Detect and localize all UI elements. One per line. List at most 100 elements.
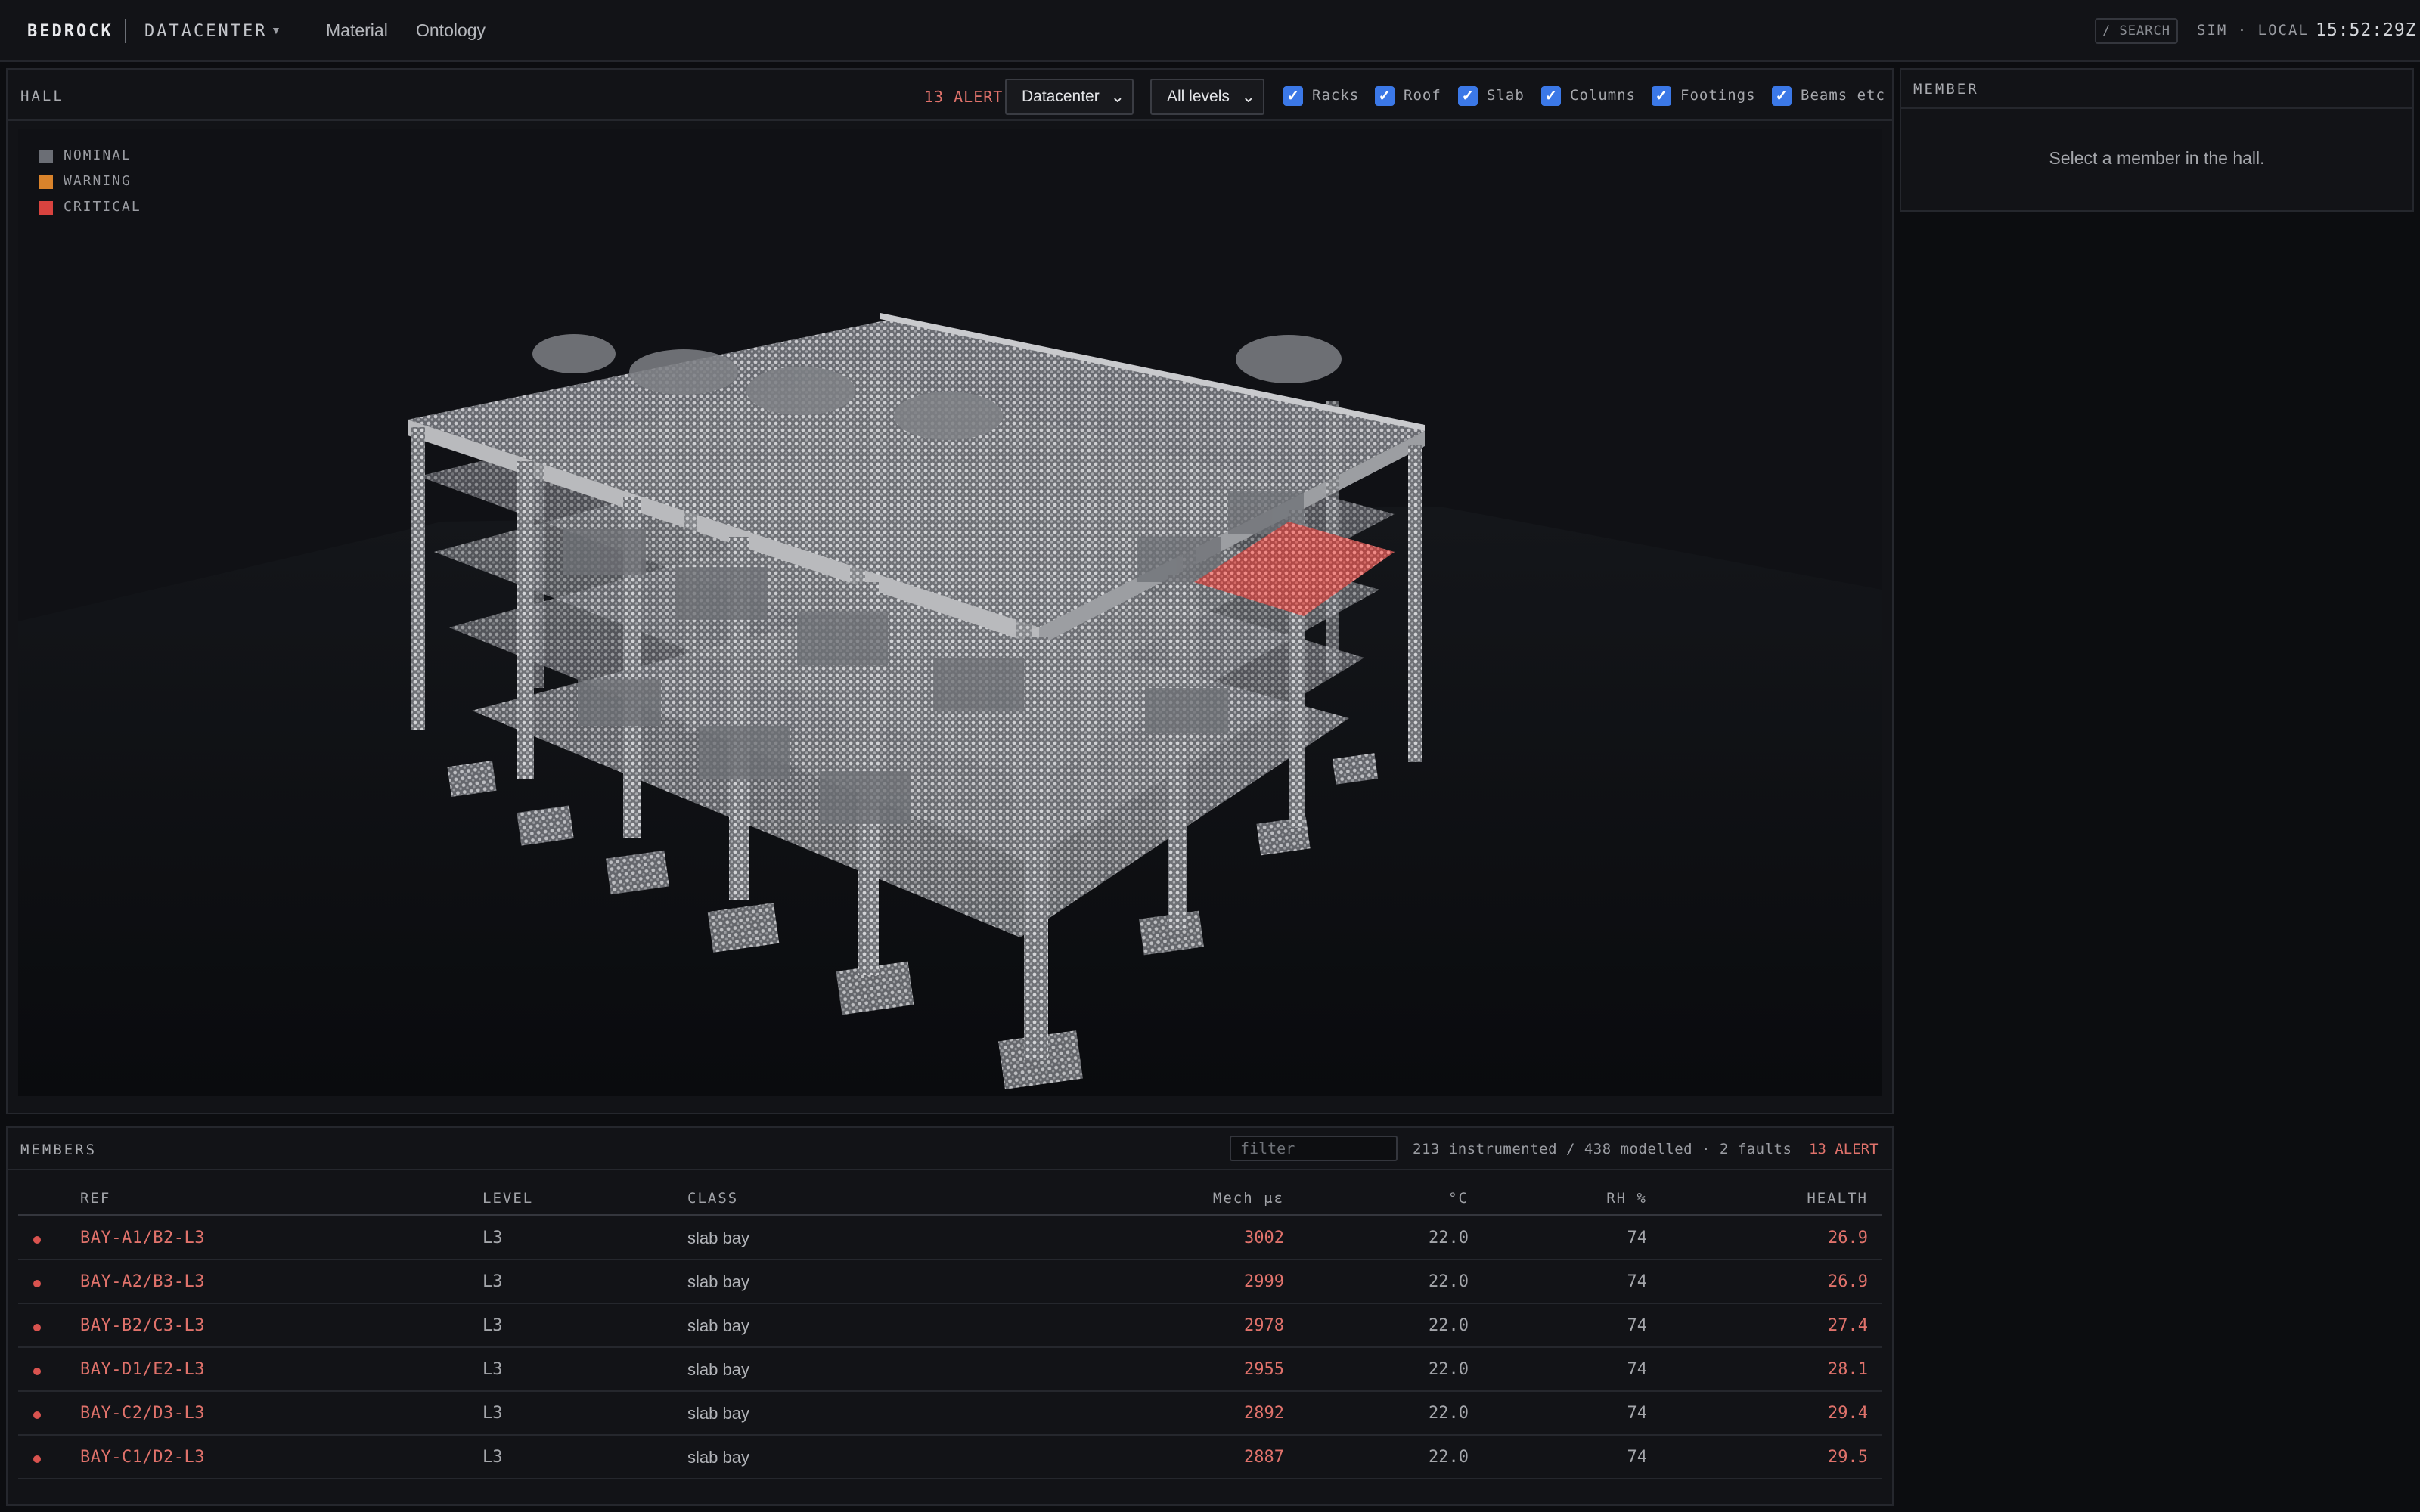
members-title: MEMBERS xyxy=(20,1142,98,1158)
hall-panel: HALL 13 ALERT Datacenter ⌄ All levels ⌄ … xyxy=(6,68,1894,1114)
cell-rh: 74 xyxy=(1627,1228,1648,1247)
cell-temp: 22.0 xyxy=(1429,1360,1469,1379)
cell-rh: 74 xyxy=(1627,1360,1648,1379)
cell-class: slab bay xyxy=(687,1404,749,1423)
context-switcher[interactable]: DATACENTER xyxy=(144,22,268,41)
members-panel: MEMBERS 213 instrumented / 438 modelled … xyxy=(6,1126,1894,1506)
members-alert-badge[interactable]: 13 ALERT xyxy=(1809,1141,1879,1157)
cell-level: L3 xyxy=(482,1272,503,1291)
cell-health: 27.4 xyxy=(1828,1316,1868,1335)
cell-health: 26.9 xyxy=(1828,1228,1868,1247)
layer-toggle-label: Racks xyxy=(1312,87,1360,104)
table-row[interactable]: BAY-A1/B2-L3 L3 slab bay 3002 22.0 74 26… xyxy=(18,1216,1882,1260)
search-button[interactable]: / SEARCH xyxy=(2095,18,2178,44)
status-dot-icon xyxy=(33,1368,41,1375)
column-header-mech[interactable]: Mech με xyxy=(1212,1190,1284,1207)
cell-level: L3 xyxy=(482,1316,503,1335)
building-point-cloud[interactable] xyxy=(18,129,1882,1096)
filter-input[interactable] xyxy=(1230,1136,1398,1161)
cell-rh: 74 xyxy=(1627,1448,1648,1467)
checkbox-checked-icon[interactable]: ✓ xyxy=(1283,86,1303,106)
member-empty-state: Select a member in the hall. xyxy=(2049,148,2265,168)
nav-link-ontology[interactable]: Ontology xyxy=(416,20,486,40)
status-dot-icon xyxy=(33,1324,41,1331)
cell-health: 29.5 xyxy=(1828,1448,1868,1467)
status-dot-icon xyxy=(33,1455,41,1463)
cell-mech: 2887 xyxy=(1244,1448,1284,1467)
legend-label: WARNING xyxy=(64,173,132,189)
cell-temp: 22.0 xyxy=(1429,1448,1469,1467)
hall-toolbar: HALL 13 ALERT Datacenter ⌄ All levels ⌄ … xyxy=(8,70,1892,121)
column-header-temp[interactable]: °C xyxy=(1448,1190,1469,1207)
legend-label: NOMINAL xyxy=(64,147,132,163)
member-title: MEMBER xyxy=(1913,81,1979,98)
table-header: REF LEVEL CLASS Mech με °C RH % HEALTH xyxy=(18,1179,1882,1216)
checkbox-checked-icon[interactable]: ✓ xyxy=(1458,86,1478,106)
cell-ref: BAY-D1/E2-L3 xyxy=(80,1360,205,1379)
table-body: BAY-A1/B2-L3 L3 slab bay 3002 22.0 74 26… xyxy=(18,1216,1882,1479)
cell-temp: 22.0 xyxy=(1429,1404,1469,1423)
chevron-down-icon: ⌄ xyxy=(1110,87,1125,106)
column-header-rh[interactable]: RH % xyxy=(1606,1190,1647,1207)
cell-ref: BAY-A1/B2-L3 xyxy=(80,1228,205,1247)
chevron-down-icon[interactable]: ▼ xyxy=(271,24,281,36)
hall-alert-badge[interactable]: 13 ALERT xyxy=(924,88,1004,106)
table-row[interactable]: BAY-A2/B3-L3 L3 slab bay 2999 22.0 74 26… xyxy=(18,1260,1882,1304)
table-row[interactable]: BAY-C2/D3-L3 L3 slab bay 2892 22.0 74 29… xyxy=(18,1392,1882,1436)
column-header-class[interactable]: CLASS xyxy=(687,1190,739,1207)
layer-toggle-label: Roof xyxy=(1404,87,1441,104)
cell-rh: 74 xyxy=(1627,1404,1648,1423)
column-header-level[interactable]: LEVEL xyxy=(482,1190,534,1207)
legend-label: CRITICAL xyxy=(64,199,141,215)
checkbox-checked-icon[interactable]: ✓ xyxy=(1652,86,1671,106)
cell-mech: 2978 xyxy=(1244,1316,1284,1335)
cell-class: slab bay xyxy=(687,1448,749,1467)
cell-rh: 74 xyxy=(1627,1272,1648,1291)
member-panel-header: MEMBER xyxy=(1901,70,2412,109)
hall-title: HALL xyxy=(20,88,64,104)
cell-health: 26.9 xyxy=(1828,1272,1868,1291)
checkbox-checked-icon[interactable]: ✓ xyxy=(1375,86,1395,106)
status-dot-icon xyxy=(33,1411,41,1419)
cell-class: slab bay xyxy=(687,1316,749,1335)
column-header-ref[interactable]: REF xyxy=(80,1190,111,1207)
cell-temp: 22.0 xyxy=(1429,1228,1469,1247)
legend-swatch xyxy=(39,201,53,215)
table-row[interactable]: BAY-D1/E2-L3 L3 slab bay 2955 22.0 74 28… xyxy=(18,1348,1882,1392)
cell-ref: BAY-C1/D2-L3 xyxy=(80,1448,205,1467)
cell-mech: 2892 xyxy=(1244,1404,1284,1423)
member-panel: MEMBER Select a member in the hall. xyxy=(1900,68,2414,212)
cell-ref: BAY-B2/C3-L3 xyxy=(80,1316,205,1335)
column-header-health[interactable]: HEALTH xyxy=(1807,1190,1868,1207)
legend-swatch xyxy=(39,175,53,189)
checkbox-checked-icon[interactable]: ✓ xyxy=(1541,86,1561,106)
brand-divider xyxy=(125,19,126,43)
checkbox-checked-icon[interactable]: ✓ xyxy=(1772,86,1792,106)
nav-link-material[interactable]: Material xyxy=(326,20,388,40)
scope-select-value: Datacenter xyxy=(1022,88,1100,105)
table-row[interactable]: BAY-C1/D2-L3 L3 slab bay 2887 22.0 74 29… xyxy=(18,1436,1882,1479)
table-row[interactable]: BAY-B2/C3-L3 L3 slab bay 2978 22.0 74 27… xyxy=(18,1304,1882,1348)
top-bar: BEDROCK DATACENTER ▼ Material Ontology /… xyxy=(0,0,2420,62)
cell-level: L3 xyxy=(482,1360,503,1379)
layer-toggle-label: Slab xyxy=(1487,87,1525,104)
status-dot-icon xyxy=(33,1236,41,1244)
cell-health: 28.1 xyxy=(1828,1360,1868,1379)
members-summary: 213 instrumented / 438 modelled · 2 faul… xyxy=(1413,1141,1792,1157)
clock: 15:52:29Z xyxy=(2316,20,2417,40)
cell-rh: 74 xyxy=(1627,1316,1648,1335)
scope-select[interactable]: Datacenter ⌄ xyxy=(1005,79,1134,115)
cell-mech: 2955 xyxy=(1244,1360,1284,1379)
level-select-value: All levels xyxy=(1167,88,1230,105)
cell-mech: 2999 xyxy=(1244,1272,1284,1291)
members-toolbar: MEMBERS 213 instrumented / 438 modelled … xyxy=(8,1128,1892,1170)
cell-health: 29.4 xyxy=(1828,1404,1868,1423)
cell-temp: 22.0 xyxy=(1429,1316,1469,1335)
layer-toggle-label: Beams etc xyxy=(1801,87,1885,104)
cell-level: L3 xyxy=(482,1448,503,1467)
legend-swatch xyxy=(39,150,53,163)
brand-logo[interactable]: BEDROCK xyxy=(27,22,113,41)
hall-3d-viewport[interactable]: NOMINAL WARNING CRITICAL xyxy=(18,129,1882,1096)
level-select[interactable]: All levels ⌄ xyxy=(1150,79,1264,115)
cell-ref: BAY-A2/B3-L3 xyxy=(80,1272,205,1291)
